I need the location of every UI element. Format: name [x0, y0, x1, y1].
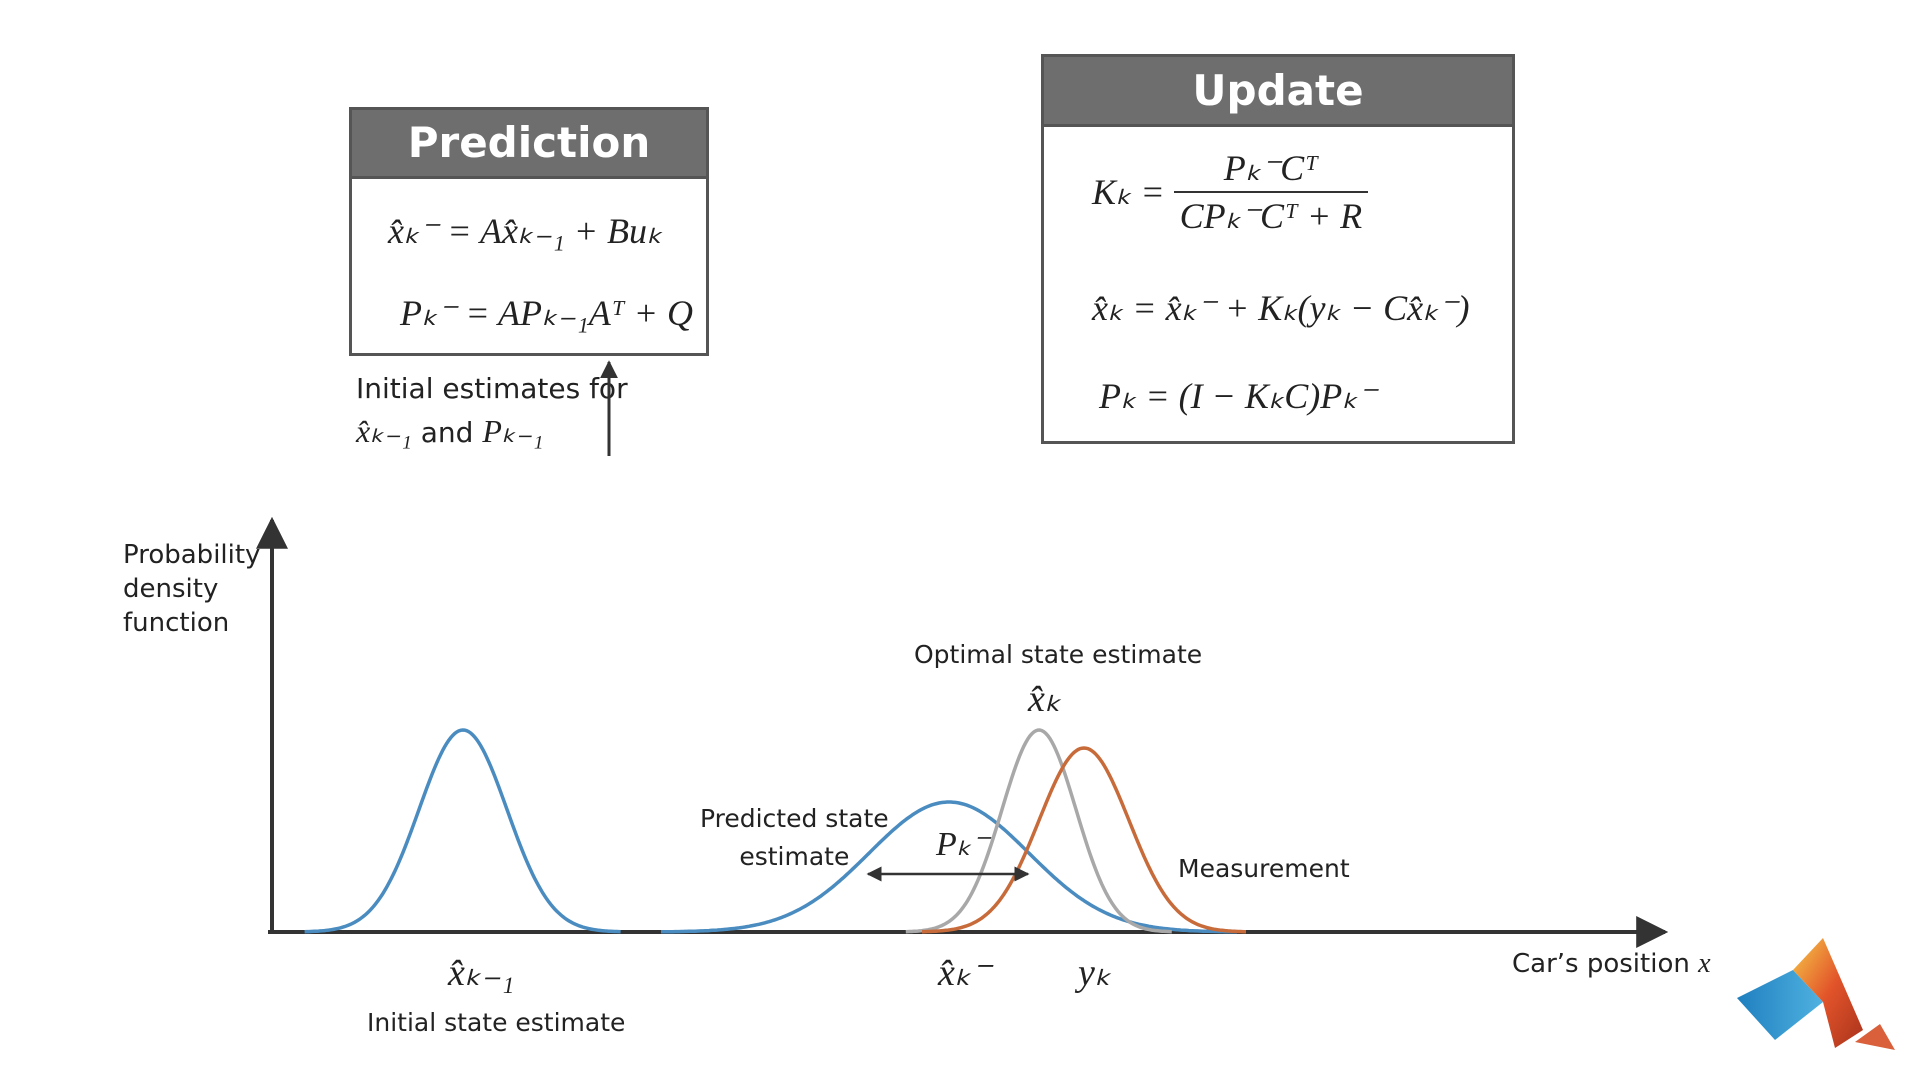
measurement-symbol: yₖ: [1078, 952, 1112, 994]
predicted-state-text: Predicted state estimate: [700, 800, 889, 876]
prediction-panel: Prediction x̂ₖ⁻ = Ax̂ₖ₋₁ + Buₖ Pₖ⁻ = APₖ…: [349, 107, 709, 356]
measurement-text: Measurement: [1178, 854, 1350, 883]
y-axis-label: Probability density function: [123, 538, 260, 640]
y-axis-label-line1: Probability: [123, 540, 261, 570]
initial-estimates-note-line2: x̂ₖ₋₁ and Pₖ₋₁: [356, 412, 544, 450]
update-title: Update: [1044, 57, 1512, 127]
optimal-state-symbol: x̂ₖ: [1028, 678, 1062, 720]
initial-state-symbol: x̂ₖ₋₁: [448, 952, 515, 994]
prediction-state-equation: x̂ₖ⁻ = Ax̂ₖ₋₁ + Buₖ: [388, 211, 663, 251]
initial-estimates-note-line1: Initial estimates for: [356, 372, 628, 405]
kalman-gain-equation: Kₖ = Pₖ⁻Cᵀ CPₖ⁻Cᵀ + R: [1092, 147, 1369, 237]
prediction-covariance-equation: Pₖ⁻ = APₖ₋₁Aᵀ + Q: [400, 293, 693, 333]
optimal-state-text: Optimal state estimate: [914, 640, 1203, 669]
update-panel: Update Kₖ = Pₖ⁻Cᵀ CPₖ⁻Cᵀ + R x̂ₖ = x̂ₖ⁻ …: [1041, 54, 1515, 444]
optimal-state-curve: [905, 728, 1172, 934]
state-update-equation: x̂ₖ = x̂ₖ⁻ + Kₖ(yₖ − Cx̂ₖ⁻): [1092, 288, 1470, 328]
y-axis-label-line2: density: [123, 574, 219, 604]
initial-and-label: and: [420, 416, 474, 449]
measurement-curve: [922, 746, 1246, 934]
initial-state-text: Initial state estimate: [367, 1008, 626, 1037]
predicted-state-symbol: x̂ₖ⁻: [938, 952, 992, 994]
initial-state-var: x̂ₖ₋₁: [356, 413, 412, 449]
kalman-gain-fraction: Pₖ⁻Cᵀ CPₖ⁻Cᵀ + R: [1173, 147, 1369, 237]
x-axis-label: Car’s position x: [1512, 948, 1711, 980]
predicted-state-curve: [661, 800, 1237, 934]
prediction-title: Prediction: [352, 110, 706, 179]
x-axis-variable: x: [1698, 948, 1711, 979]
x-axis-label-text: Car’s position: [1512, 949, 1690, 979]
initial-covariance-var: Pₖ₋₁: [482, 413, 544, 449]
kalman-gain-lhs: Kₖ =: [1092, 172, 1165, 212]
predicted-state-text-line1: Predicted state: [700, 804, 889, 833]
initial-state-curve: [304, 728, 621, 934]
y-axis-label-line3: function: [123, 608, 230, 638]
matlab-logo-icon: [1737, 938, 1895, 1050]
predicted-state-text-line2: estimate: [739, 842, 850, 871]
covariance-update-equation: Pₖ = (I − KₖC)Pₖ⁻: [1099, 376, 1377, 416]
kalman-gain-denominator: CPₖ⁻Cᵀ + R: [1179, 196, 1363, 236]
kalman-gain-numerator: Pₖ⁻Cᵀ: [1173, 147, 1369, 193]
predicted-covariance-symbol: Pₖ⁻: [936, 826, 990, 863]
